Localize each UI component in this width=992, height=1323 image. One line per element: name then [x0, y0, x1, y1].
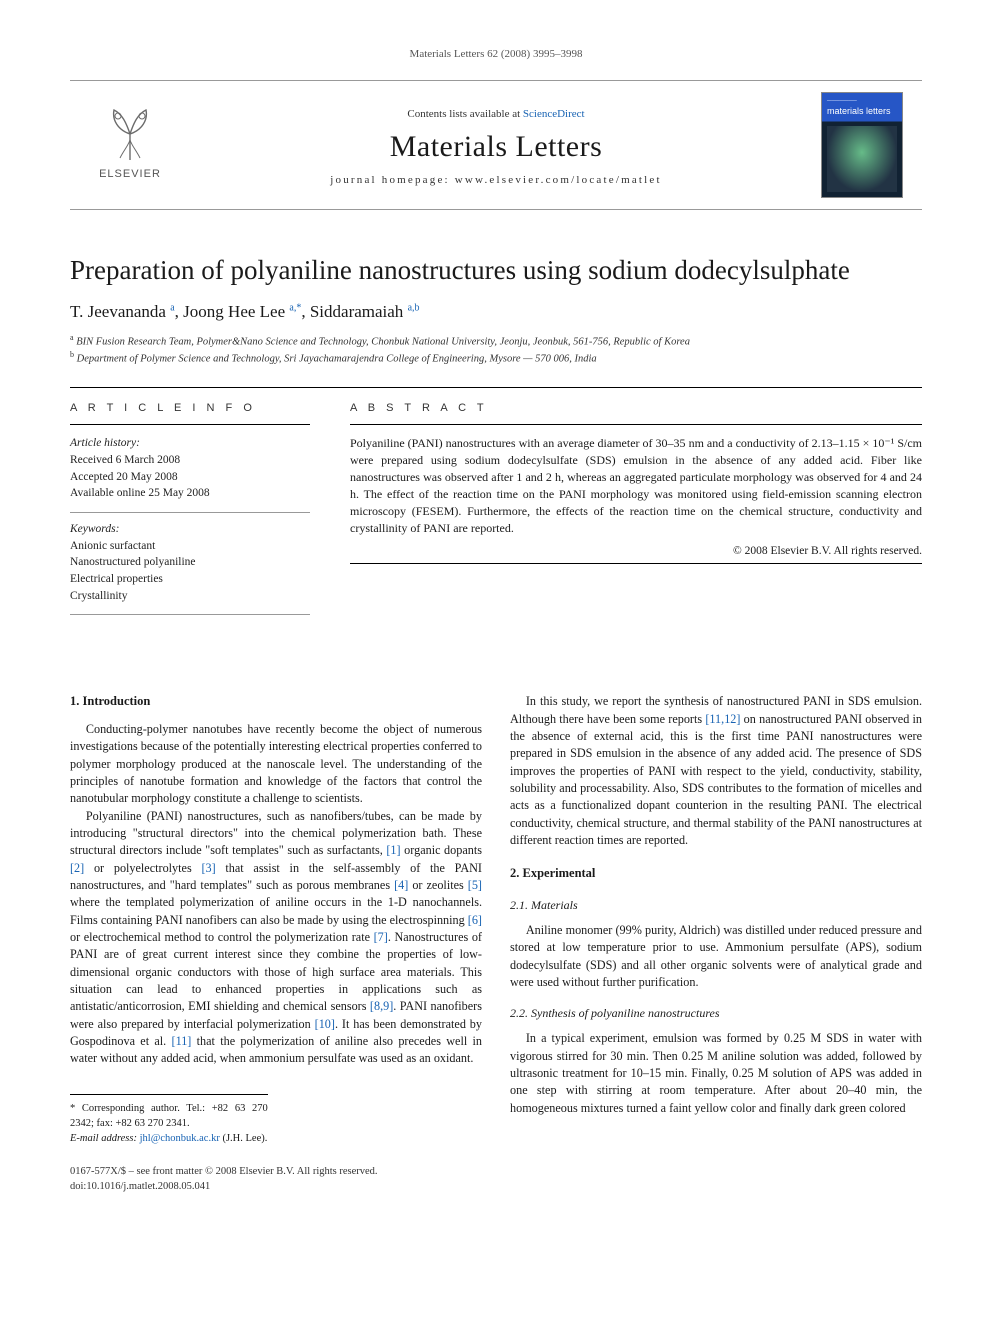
- article-history: Article history: Received 6 March 2008 A…: [70, 435, 310, 502]
- abstract-heading: A B S T R A C T: [350, 402, 922, 414]
- doi-line: doi:10.1016/j.matlet.2008.05.041: [70, 1179, 482, 1194]
- affiliation-b: b Department of Polymer Science and Tech…: [70, 349, 922, 367]
- author-3: Siddaramaiah a,b: [310, 302, 420, 321]
- journal-cover-thumbnail: ─────── materials letters: [821, 92, 903, 198]
- section-1-heading: 1. Introduction: [70, 693, 482, 711]
- publisher-logo-box: ELSEVIER: [70, 81, 190, 209]
- keyword-3: Electrical properties: [70, 571, 310, 588]
- body-column-left: 1. Introduction Conducting-polymer nanot…: [70, 693, 482, 1194]
- masthead-center: Contents lists available at ScienceDirec…: [190, 80, 802, 209]
- contents-line: Contents lists available at ScienceDirec…: [407, 108, 584, 120]
- body-column-right: In this study, we report the synthesis o…: [510, 693, 922, 1194]
- intro-para-2: Polyaniline (PANI) nanostructures, such …: [70, 808, 482, 1068]
- running-header: Materials Letters 62 (2008) 3995–3998: [70, 48, 922, 60]
- abstract-column: A B S T R A C T Polyaniline (PANI) nanos…: [330, 388, 922, 637]
- p2-seg-c: or polyelectrolytes: [84, 861, 201, 875]
- author-3-name: Siddaramaiah: [310, 302, 403, 321]
- article-info-heading: A R T I C L E I N F O: [70, 402, 310, 414]
- abstract-text: Polyaniline (PANI) nanostructures with a…: [350, 435, 922, 537]
- contents-prefix: Contents lists available at: [407, 108, 522, 120]
- sub-rule-icon: [70, 512, 310, 513]
- article-info-column: A R T I C L E I N F O Article history: R…: [70, 388, 330, 637]
- ref-11-12-link[interactable]: [11,12]: [705, 712, 740, 726]
- affiliation-a-text: BIN Fusion Research Team, Polymer&Nano S…: [76, 336, 690, 347]
- keywords-block: Keywords: Anionic surfactant Nanostructu…: [70, 521, 310, 604]
- ref-5-link[interactable]: [5]: [468, 878, 482, 892]
- p2-seg-e: or zeolites: [408, 878, 467, 892]
- footnotes: * Corresponding author. Tel.: +82 63 270…: [70, 1094, 268, 1147]
- author-2-name: Joong Hee Lee: [183, 302, 285, 321]
- email-person: (J.H. Lee).: [222, 1133, 267, 1144]
- ref-1-link[interactable]: [1]: [386, 843, 400, 857]
- article-title: Preparation of polyaniline nanostructure…: [70, 254, 922, 288]
- history-label: Article history:: [70, 435, 310, 452]
- publisher-name: ELSEVIER: [99, 168, 161, 180]
- email-label: E-mail address:: [70, 1133, 137, 1144]
- affiliation-b-sup: b: [70, 350, 74, 359]
- synthesis-para: In a typical experiment, emulsion was fo…: [510, 1030, 922, 1117]
- author-3-affil-sup: a,b: [408, 302, 420, 313]
- corresponding-author-note: * Corresponding author. Tel.: +82 63 270…: [70, 1101, 268, 1131]
- elsevier-logo: ELSEVIER: [90, 100, 170, 190]
- author-1: T. Jeevananda a: [70, 302, 175, 321]
- sciencedirect-link[interactable]: ScienceDirect: [523, 108, 585, 120]
- journal-title: Materials Letters: [390, 130, 603, 164]
- abstract-copyright: © 2008 Elsevier B.V. All rights reserved…: [350, 545, 922, 557]
- ref-2-link[interactable]: [2]: [70, 861, 84, 875]
- ref-4-link[interactable]: [4]: [394, 878, 408, 892]
- history-online: Available online 25 May 2008: [70, 485, 310, 502]
- author-2-affil-sup: a,*: [289, 302, 301, 313]
- ref-11-link[interactable]: [11]: [172, 1034, 192, 1048]
- ref-8-9-link[interactable]: [8,9]: [370, 999, 393, 1013]
- body-columns: 1. Introduction Conducting-polymer nanot…: [70, 693, 922, 1194]
- ref-7-link[interactable]: [7]: [374, 930, 388, 944]
- affiliation-a: a BIN Fusion Research Team, Polymer&Nano…: [70, 332, 922, 350]
- corresponding-email-link[interactable]: jhl@chonbuk.ac.kr: [140, 1133, 220, 1144]
- corresponding-email-line: E-mail address: jhl@chonbuk.ac.kr (J.H. …: [70, 1131, 268, 1146]
- abstract-bottom-rule-icon: [350, 563, 922, 564]
- keyword-2: Nanostructured polyaniline: [70, 554, 310, 571]
- history-received: Received 6 March 2008: [70, 452, 310, 469]
- keyword-1: Anionic surfactant: [70, 538, 310, 555]
- author-list: T. Jeevananda a, Joong Hee Lee a,*, Sidd…: [70, 302, 922, 322]
- p3-seg-b: on nanostructured PANI observed in the a…: [510, 712, 922, 847]
- affiliations: a BIN Fusion Research Team, Polymer&Nano…: [70, 332, 922, 367]
- elsevier-tree-icon: [98, 100, 162, 164]
- masthead: ELSEVIER Contents lists available at Sci…: [70, 80, 922, 210]
- keywords-label: Keywords:: [70, 521, 310, 538]
- history-accepted: Accepted 20 May 2008: [70, 469, 310, 486]
- ref-6-link[interactable]: [6]: [468, 913, 482, 927]
- p2-seg-f: where the templated polymerization of an…: [70, 895, 482, 926]
- cover-thumb-box: ─────── materials letters: [802, 81, 922, 209]
- info-abstract-row: A R T I C L E I N F O Article history: R…: [70, 387, 922, 637]
- author-1-affil-sup: a: [170, 302, 174, 313]
- ref-10-link[interactable]: [10]: [315, 1017, 335, 1031]
- affiliation-b-text: Department of Polymer Science and Techno…: [77, 354, 597, 365]
- author-1-name: T. Jeevananda: [70, 302, 166, 321]
- cover-smallprint: ───────: [827, 98, 897, 104]
- journal-homepage: journal homepage: www.elsevier.com/locat…: [330, 174, 662, 186]
- section-2-2-heading: 2.2. Synthesis of polyaniline nanostruct…: [510, 1005, 922, 1022]
- front-matter-line: 0167-577X/$ – see front matter © 2008 El…: [70, 1164, 482, 1179]
- materials-para: Aniline monomer (99% purity, Aldrich) wa…: [510, 922, 922, 991]
- abstract-rule-icon: [350, 424, 922, 425]
- author-2: Joong Hee Lee a,*: [183, 302, 301, 321]
- section-2-heading: 2. Experimental: [510, 865, 922, 883]
- intro-para-3: In this study, we report the synthesis o…: [510, 693, 922, 849]
- sub-rule-bottom-icon: [70, 614, 310, 615]
- ref-3-link[interactable]: [3]: [201, 861, 215, 875]
- cover-image-icon: [827, 126, 897, 192]
- cover-title: materials letters: [827, 106, 891, 116]
- affiliation-a-sup: a: [70, 333, 74, 342]
- p2-seg-g: or electrochemical method to control the…: [70, 930, 374, 944]
- bottom-meta: 0167-577X/$ – see front matter © 2008 El…: [70, 1164, 482, 1194]
- intro-para-1: Conducting-polymer nanotubes have recent…: [70, 721, 482, 808]
- p2-seg-b: organic dopants: [401, 843, 482, 857]
- keyword-4: Crystallinity: [70, 588, 310, 605]
- section-2-1-heading: 2.1. Materials: [510, 897, 922, 914]
- page-root: Materials Letters 62 (2008) 3995–3998 EL…: [0, 0, 992, 1235]
- rule-icon: [70, 424, 310, 425]
